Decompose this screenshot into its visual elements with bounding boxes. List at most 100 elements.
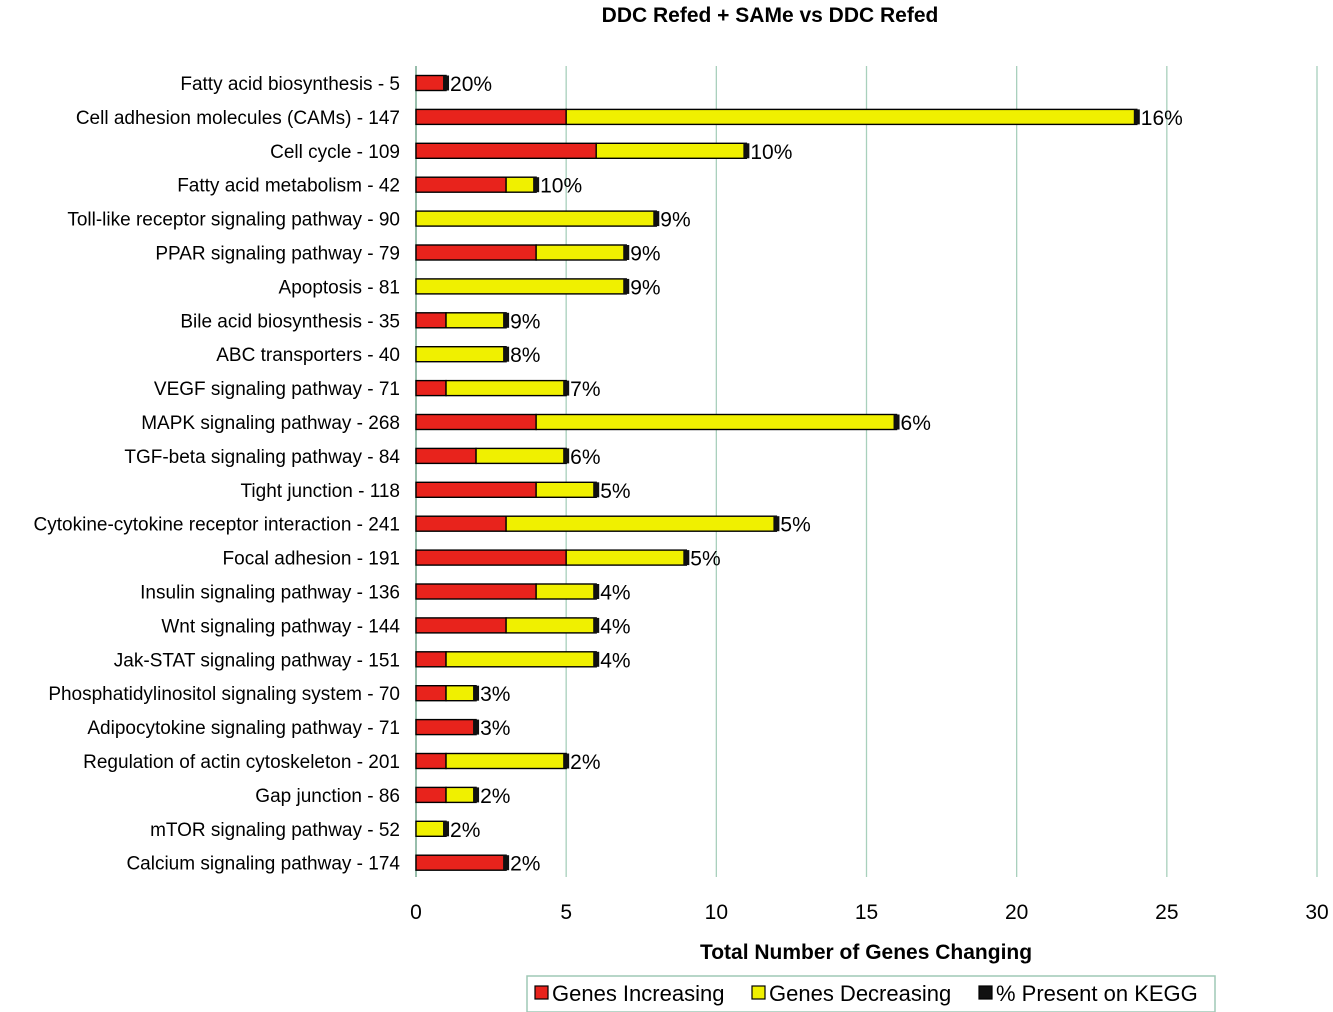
kegg-marker: [743, 143, 750, 159]
category-label: TGF-beta signaling pathway - 84: [124, 447, 400, 468]
category-label: Apoptosis - 81: [279, 277, 400, 298]
bar-increasing: [415, 244, 537, 261]
bar-decreasing: [535, 583, 597, 600]
bar-increasing: [415, 176, 507, 193]
category-label: Calcium signaling pathway - 174: [126, 854, 400, 875]
bar-decreasing: [445, 312, 507, 329]
kegg-percent-label: 4%: [600, 615, 630, 638]
kegg-marker: [503, 346, 510, 362]
bar-decreasing: [505, 176, 537, 193]
kegg-marker: [593, 584, 600, 599]
category-label: Gap junction - 86: [255, 786, 400, 807]
bar-decreasing: [565, 549, 688, 566]
bar-decreasing: [445, 651, 597, 668]
category-label: Cell cycle - 109: [270, 142, 400, 163]
legend-label-decreasing: Genes Decreasing: [769, 981, 951, 1006]
kegg-percent-label: 7%: [570, 378, 600, 401]
bar-decreasing: [415, 820, 447, 837]
category-label: Toll-like receptor signaling pathway - 9…: [67, 210, 400, 231]
bar-decreasing: [535, 244, 627, 261]
bar-increasing: [415, 651, 447, 668]
category-label: Fatty acid metabolism - 42: [177, 176, 400, 197]
kegg-percent-label: 2%: [450, 819, 480, 842]
kegg-percent-label: 4%: [600, 582, 630, 605]
bar-increasing: [415, 379, 447, 397]
bar-decreasing: [415, 210, 657, 227]
category-label: Adipocytokine signaling pathway - 71: [87, 718, 400, 739]
kegg-marker: [563, 753, 570, 769]
x-tick-label: 30: [1305, 901, 1328, 924]
category-label: ABC transporters - 40: [216, 345, 400, 366]
legend-swatch-decreasing: [751, 985, 766, 1000]
kegg-percent-label: 5%: [600, 480, 630, 503]
kegg-percent-label: 20%: [450, 73, 492, 96]
legend-swatch-increasing: [534, 985, 549, 1000]
category-label: PPAR signaling pathway - 79: [155, 244, 400, 265]
bar-increasing: [415, 617, 507, 634]
kegg-marker: [1133, 109, 1140, 125]
category-label: mTOR signaling pathway - 52: [150, 820, 400, 841]
category-label: Jak-STAT signaling pathway - 151: [114, 650, 400, 671]
bar-increasing: [415, 312, 447, 329]
kegg-marker: [893, 414, 900, 430]
kegg-marker: [533, 177, 540, 193]
kegg-marker: [443, 821, 450, 837]
kegg-marker: [473, 719, 480, 735]
category-label: Phosphatidylinositol signaling system - …: [48, 684, 400, 705]
kegg-marker: [563, 380, 570, 396]
kegg-marker: [593, 482, 600, 498]
category-label: Bile acid biosynthesis - 35: [180, 311, 400, 332]
kegg-percent-label: 9%: [630, 276, 660, 299]
bar-decreasing: [535, 481, 597, 498]
category-label: Wnt signaling pathway - 144: [161, 616, 400, 637]
kegg-percent-label: 9%: [510, 310, 540, 333]
kegg-percent-label: 6%: [570, 446, 600, 469]
bar-increasing: [415, 854, 507, 871]
bar-decreasing: [445, 786, 477, 804]
bar-increasing: [415, 142, 597, 160]
kegg-percent-label: 2%: [510, 853, 540, 876]
legend-frame: [526, 975, 1216, 1012]
kegg-percent-label: 8%: [510, 344, 540, 367]
kegg-marker: [503, 312, 510, 328]
bar-decreasing: [535, 413, 898, 431]
bar-decreasing: [415, 346, 507, 363]
x-tick-label: 0: [410, 901, 422, 924]
bar-decreasing: [595, 142, 748, 160]
bar-decreasing: [445, 379, 567, 397]
kegg-percent-label: 6%: [901, 412, 931, 435]
category-label: Regulation of actin cytoskeleton - 201: [83, 752, 400, 773]
kegg-percent-label: 2%: [480, 785, 510, 808]
category-label: Cytokine-cytokine receptor interaction -…: [34, 515, 400, 536]
bar-increasing: [415, 413, 537, 431]
bar-increasing: [415, 685, 447, 702]
legend-label-kegg: % Present on KEGG: [996, 981, 1198, 1006]
bar-increasing: [415, 481, 537, 498]
kegg-percent-label: 4%: [600, 649, 630, 672]
kegg-percent-labels: 20%16%10%10%9%9%9%9%8%7%6%6%5%5%5%4%4%4%…: [450, 73, 1183, 876]
kegg-marker: [593, 617, 600, 633]
chart-title: DDC Refed + SAMe vs DDC Refed: [602, 4, 939, 27]
kegg-percent-label: 9%: [630, 243, 660, 266]
kegg-marker: [473, 685, 480, 701]
bar-decreasing: [475, 447, 567, 465]
bar-decreasing: [505, 617, 597, 634]
kegg-marker: [503, 855, 510, 871]
gridlines: [415, 66, 1318, 877]
x-axis-title: Total Number of Genes Changing: [700, 941, 1032, 964]
kegg-marker: [773, 516, 780, 532]
bar-increasing: [415, 752, 447, 770]
category-labels: Fatty acid biosynthesis - 5 Cell adhesion…: [34, 74, 401, 875]
bars: [415, 74, 1140, 871]
kegg-marker: [653, 211, 660, 227]
bar-increasing: [415, 74, 447, 92]
kegg-percent-label: 9%: [660, 209, 690, 232]
kegg-marker: [563, 448, 570, 464]
legend-swatch-kegg: [978, 985, 993, 1000]
category-label: VEGF signaling pathway - 71: [154, 379, 400, 400]
bar-increasing: [415, 108, 567, 126]
kegg-marker: [623, 245, 630, 260]
category-label: Focal adhesion - 191: [223, 549, 400, 570]
kegg-percent-label: 10%: [540, 175, 582, 198]
